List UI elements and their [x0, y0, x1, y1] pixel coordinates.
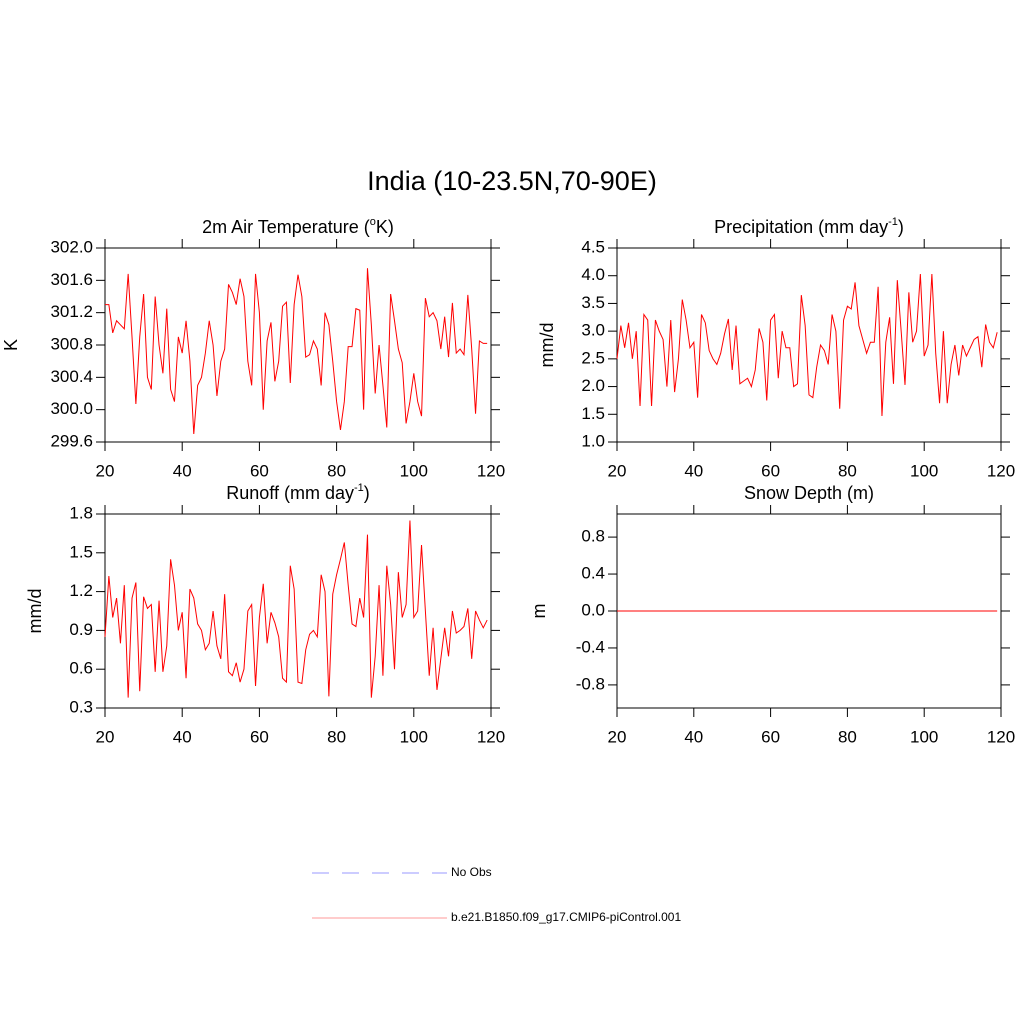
x-tick-label: 100: [910, 461, 938, 480]
y-tick-label: 0.4: [581, 564, 605, 583]
title-part: -1: [888, 216, 898, 228]
data-line: [105, 268, 488, 434]
title-part: ): [898, 217, 904, 237]
x-tick-label: 80: [838, 727, 857, 746]
x-tick-label: 20: [608, 461, 627, 480]
panel-title: Runoff (mm day-1): [226, 482, 370, 503]
y-axis-label: mm/d: [537, 323, 557, 368]
x-tick-label: 80: [327, 727, 346, 746]
x-tick-label: 100: [910, 727, 938, 746]
title-part: 2m Air Temperature (: [202, 217, 370, 237]
title-part: o: [370, 216, 376, 228]
x-tick-label: 60: [250, 461, 269, 480]
data-line: [616, 274, 998, 416]
y-tick-label: 2.5: [581, 348, 605, 367]
y-tick-label: 0.8: [581, 527, 605, 546]
x-tick-label: 40: [173, 727, 192, 746]
y-tick-label: 0.9: [69, 620, 93, 639]
y-tick-label: 4.0: [581, 265, 605, 284]
y-tick-label: 0.3: [69, 697, 93, 716]
y-tick-label: 301.2: [50, 302, 93, 321]
legend-label: b.e21.B1850.f09_g17.CMIP6-piControl.001: [451, 910, 681, 924]
x-tick-label: 40: [173, 461, 192, 480]
y-tick-label: 0.6: [69, 659, 93, 678]
y-tick-label: 300.8: [50, 334, 93, 353]
plot-frame: [616, 247, 1002, 443]
x-tick-label: 60: [761, 727, 780, 746]
panel-title: Snow Depth (m): [744, 483, 874, 503]
x-tick-label: 40: [684, 461, 703, 480]
title-part: Snow Depth (m): [744, 483, 874, 503]
y-tick-label: -0.4: [576, 637, 605, 656]
data-line: [104, 520, 488, 698]
panel-title: Precipitation (mm day-1): [714, 216, 904, 237]
y-tick-label: 3.5: [581, 293, 605, 312]
x-tick-label: 80: [838, 461, 857, 480]
x-tick-label: 120: [477, 461, 505, 480]
x-tick-label: 20: [96, 461, 115, 480]
title-part: -1: [354, 482, 364, 494]
plot-frame: [104, 513, 492, 709]
x-tick-label: 20: [608, 727, 627, 746]
y-tick-label: 1.5: [69, 542, 93, 561]
x-tick-label: 20: [96, 727, 115, 746]
y-tick-label: 1.2: [69, 581, 93, 600]
y-axis-label: mm/d: [25, 589, 45, 634]
x-tick-label: 120: [987, 727, 1015, 746]
panel-title: 2m Air Temperature (oK): [202, 216, 394, 237]
x-tick-label: 60: [250, 727, 269, 746]
y-tick-label: 1.5: [581, 404, 605, 423]
y-tick-label: 300.4: [50, 367, 93, 386]
y-axis-label: m: [529, 604, 549, 619]
legend-label: No Obs: [451, 865, 492, 879]
y-axis-label: K: [1, 339, 21, 351]
y-tick-label: 301.6: [50, 270, 93, 289]
y-tick-label: 1.8: [69, 503, 93, 522]
y-tick-label: 1.0: [581, 431, 605, 450]
x-tick-label: 60: [761, 461, 780, 480]
y-tick-label: 302.0: [50, 237, 93, 256]
x-tick-label: 80: [327, 461, 346, 480]
y-tick-label: 3.0: [581, 321, 605, 340]
y-tick-label: -0.8: [576, 674, 605, 693]
x-tick-label: 120: [477, 727, 505, 746]
y-tick-label: 299.6: [50, 431, 93, 450]
y-tick-label: 2.0: [581, 376, 605, 395]
x-tick-label: 120: [987, 461, 1015, 480]
x-tick-label: 100: [400, 727, 428, 746]
figure-title: India (10-23.5N,70-90E): [367, 166, 657, 196]
x-tick-label: 40: [684, 727, 703, 746]
title-part: Precipitation (mm day: [714, 217, 888, 237]
title-part: K): [376, 217, 394, 237]
title-part: ): [364, 483, 370, 503]
y-tick-label: 4.5: [581, 237, 605, 256]
x-tick-label: 100: [400, 461, 428, 480]
title-part: Runoff (mm day: [226, 483, 354, 503]
y-tick-label: 0.0: [581, 600, 605, 619]
y-tick-label: 300.0: [50, 399, 93, 418]
